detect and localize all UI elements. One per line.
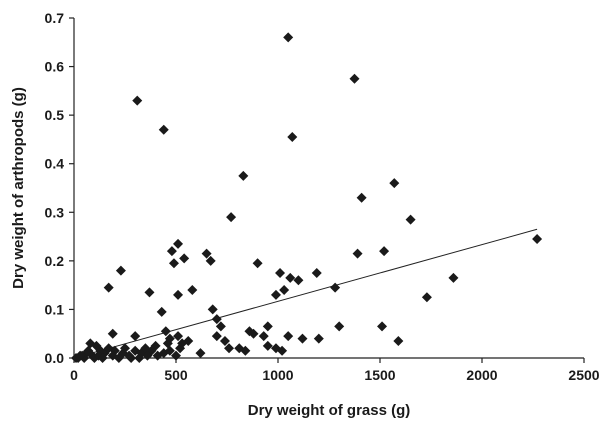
data-point	[212, 331, 222, 341]
data-point	[285, 273, 295, 283]
y-tick-label: 0.2	[45, 253, 65, 269]
data-point	[406, 215, 416, 225]
x-tick-label: 0	[70, 367, 78, 383]
y-tick-label: 0.4	[45, 156, 65, 172]
y-tick-label: 0.3	[45, 204, 65, 220]
data-point	[253, 258, 263, 268]
data-point	[259, 331, 269, 341]
data-point	[271, 290, 281, 300]
data-point	[173, 290, 183, 300]
data-points	[71, 32, 542, 363]
data-point	[422, 292, 432, 302]
x-tick-label: 1000	[262, 367, 293, 383]
data-point	[173, 239, 183, 249]
y-tick-label: 0.1	[45, 301, 65, 317]
x-tick-label: 2000	[466, 367, 497, 383]
data-point	[379, 246, 389, 256]
data-point	[187, 285, 197, 295]
data-point	[144, 287, 154, 297]
y-tick-label: 0.7	[45, 10, 65, 26]
data-point	[179, 253, 189, 263]
data-point	[104, 283, 114, 293]
data-point	[279, 285, 289, 295]
data-point	[263, 341, 273, 351]
data-point	[238, 171, 248, 181]
data-point	[167, 246, 177, 256]
data-point	[297, 334, 307, 344]
data-point	[132, 96, 142, 106]
data-point	[353, 249, 363, 259]
y-tick-label: 0.5	[45, 107, 65, 123]
y-axis-title: Dry weight of arthropods (g)	[10, 87, 27, 289]
data-point	[195, 348, 205, 358]
data-point	[393, 336, 403, 346]
y-tick-label: 0.6	[45, 59, 65, 75]
data-point	[448, 273, 458, 283]
x-tick-label: 1500	[364, 367, 395, 383]
x-axis-title: Dry weight of grass (g)	[248, 402, 411, 419]
data-point	[157, 307, 167, 317]
y-tick-label: 0.0	[45, 350, 65, 366]
axis-ticks: 0 500 1000 1500 2000 2500 0.0 0.1 0.2 0.3 0.4 0.5 0.…	[45, 10, 600, 383]
data-point	[226, 212, 236, 222]
x-tick-label: 500	[164, 367, 188, 383]
data-point	[312, 268, 322, 278]
x-tick-label: 2500	[568, 367, 599, 383]
data-point	[116, 266, 126, 276]
data-point	[293, 275, 303, 285]
data-point	[357, 193, 367, 203]
data-point	[208, 304, 218, 314]
data-point	[275, 268, 285, 278]
data-point	[108, 329, 118, 339]
data-point	[283, 32, 293, 42]
data-point	[350, 74, 360, 84]
data-point	[263, 321, 273, 331]
plot-area: 0 500 1000 1500 2000 2500 0.0 0.1 0.2 0.3 0.4 0.5 0.…	[45, 10, 600, 383]
data-point	[159, 125, 169, 135]
data-point	[389, 178, 399, 188]
data-point	[377, 321, 387, 331]
data-point	[169, 258, 179, 268]
data-point	[334, 321, 344, 331]
data-point	[287, 132, 297, 142]
data-point	[532, 234, 542, 244]
data-point	[283, 331, 293, 341]
data-point	[314, 334, 324, 344]
